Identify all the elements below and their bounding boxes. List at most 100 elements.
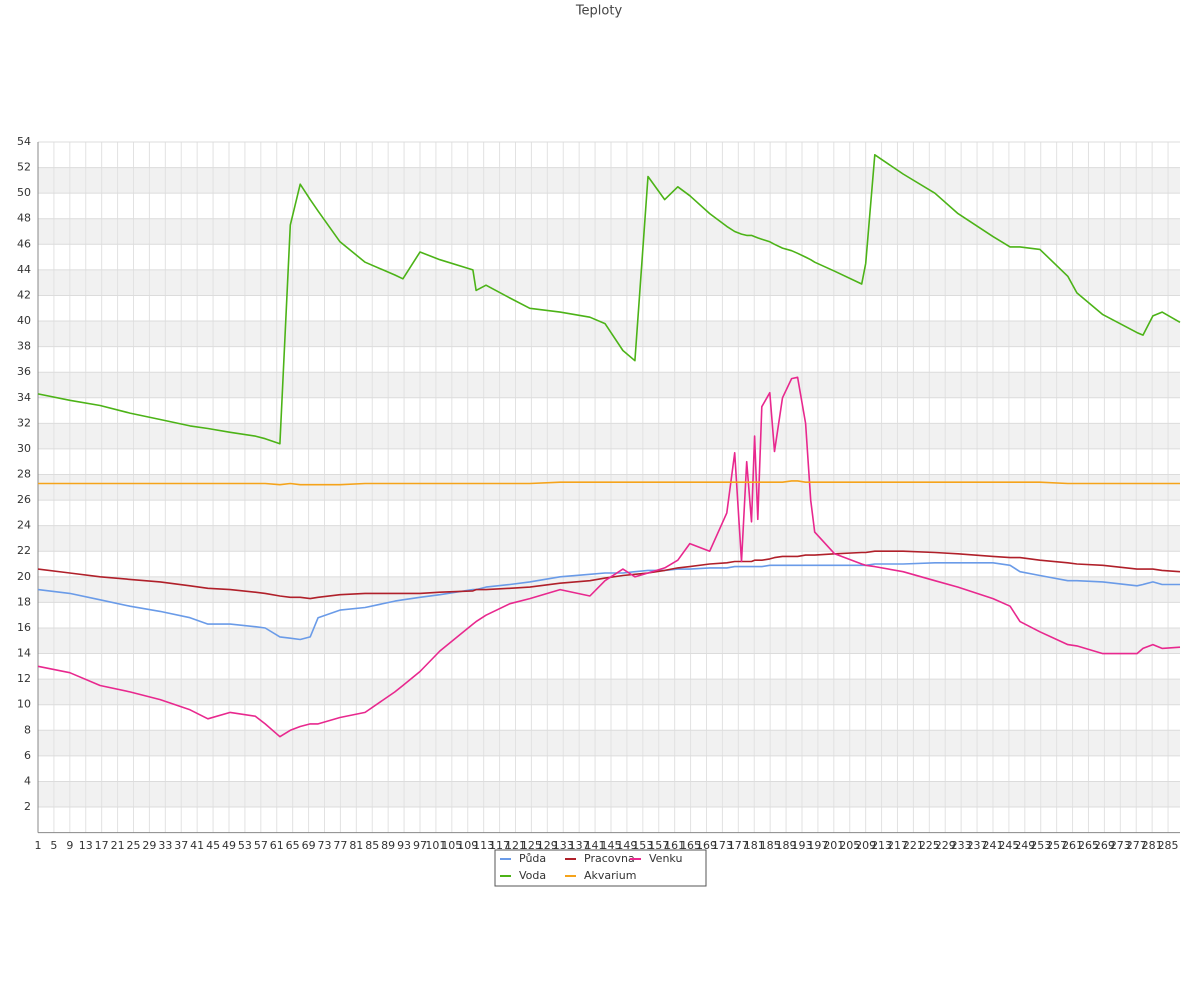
y-tick-label: 52 xyxy=(17,161,31,174)
legend: Půda Pracovna Venku Voda Akvarium xyxy=(494,849,707,887)
series-line xyxy=(37,550,1181,600)
y-tick-label: 36 xyxy=(17,365,31,378)
x-tick-label: 265 xyxy=(1078,839,1099,852)
x-tick-label: 121 xyxy=(505,839,526,852)
y-tick-label: 20 xyxy=(17,570,31,583)
y-tick-label: 14 xyxy=(17,647,31,660)
grid-band xyxy=(38,730,1180,756)
x-tick-label: 169 xyxy=(696,839,717,852)
y-tick-label: 34 xyxy=(17,391,31,404)
x-tick-label: 85 xyxy=(365,839,379,852)
x-tick-label: 133 xyxy=(553,839,574,852)
legend-label: Voda xyxy=(519,869,546,882)
legend-label: Půda xyxy=(519,852,546,865)
x-tick-label: 113 xyxy=(473,839,494,852)
x-tick-label: 105 xyxy=(441,839,462,852)
y-tick-label: 24 xyxy=(17,519,31,532)
x-tick-label: 129 xyxy=(537,839,558,852)
y-tick-label: 6 xyxy=(24,749,31,762)
grid-band xyxy=(38,781,1180,808)
grid-band xyxy=(38,474,1180,501)
y-tick-label: 38 xyxy=(17,340,31,353)
x-tick-label: 77 xyxy=(333,839,347,852)
y-tick-label: 18 xyxy=(17,595,31,608)
grid-band xyxy=(38,423,1180,449)
y-tick-label: 28 xyxy=(17,468,31,481)
legend-label: Akvarium xyxy=(584,869,636,882)
y-tick-label: 4 xyxy=(24,774,31,787)
x-tick-label: 149 xyxy=(616,839,637,852)
x-tick-label: 241 xyxy=(982,839,1003,852)
x-tick-label: 229 xyxy=(935,839,956,852)
x-tick-label: 21 xyxy=(111,839,125,852)
x-tick-label: 1 xyxy=(35,839,42,852)
x-tick-label: 225 xyxy=(919,839,940,852)
x-tick-label: 33 xyxy=(158,839,172,852)
x-tick-label: 109 xyxy=(457,839,478,852)
x-tick-label: 49 xyxy=(222,839,236,852)
y-tick-label: 40 xyxy=(17,314,31,327)
x-tick-label: 73 xyxy=(317,839,331,852)
x-tick-label: 41 xyxy=(190,839,204,852)
x-tick-label: 269 xyxy=(1094,839,1115,852)
x-tick-label: 221 xyxy=(903,839,924,852)
y-tick-label: 42 xyxy=(17,288,31,301)
x-tick-label: 213 xyxy=(871,839,892,852)
x-tick-label: 285 xyxy=(1158,839,1179,852)
x-tick-label: 197 xyxy=(807,839,828,852)
x-tick-label: 185 xyxy=(760,839,781,852)
y-tick-label: 48 xyxy=(17,212,31,225)
y-tick-label: 22 xyxy=(17,544,31,557)
series-line xyxy=(37,376,1181,738)
x-tick-label: 181 xyxy=(744,839,765,852)
y-tick-label: 44 xyxy=(17,263,31,276)
grid-band xyxy=(38,679,1180,705)
x-tick-label: 45 xyxy=(206,839,220,852)
x-tick-label: 173 xyxy=(712,839,733,852)
y-tick-label: 46 xyxy=(17,237,31,250)
y-tick-label: 12 xyxy=(17,672,31,685)
x-tick-label: 61 xyxy=(270,839,284,852)
x-tick-label: 125 xyxy=(521,839,542,852)
x-tick-label: 249 xyxy=(1014,839,1035,852)
legend-box xyxy=(494,849,707,887)
x-tick-label: 141 xyxy=(585,839,606,852)
grid-band xyxy=(38,269,1180,296)
x-tick-label: 93 xyxy=(397,839,411,852)
series-line xyxy=(38,480,1180,486)
x-tick-label: 5 xyxy=(50,839,57,852)
x-tick-label: 13 xyxy=(79,839,93,852)
y-tick-label: 2 xyxy=(24,800,31,813)
x-tick-label: 81 xyxy=(349,839,363,852)
legend-label: Pracovna xyxy=(584,852,635,865)
x-tick-label: 253 xyxy=(1030,839,1051,852)
x-tick-label: 17 xyxy=(95,839,109,852)
x-tick-label: 137 xyxy=(569,839,590,852)
x-tick-label: 177 xyxy=(728,839,749,852)
x-tick-label: 153 xyxy=(632,839,653,852)
y-tick-label: 16 xyxy=(17,621,31,634)
x-tick-label: 201 xyxy=(823,839,844,852)
x-tick-label: 165 xyxy=(680,839,701,852)
x-tick-label: 65 xyxy=(286,839,300,852)
x-tick-label: 257 xyxy=(1046,839,1067,852)
x-tick-label: 89 xyxy=(381,839,395,852)
x-tick-label: 261 xyxy=(1062,839,1083,852)
series-line xyxy=(37,154,1181,445)
y-tick-label: 30 xyxy=(17,442,31,455)
y-tick-label: 50 xyxy=(17,186,31,199)
legend-label: Venku xyxy=(649,852,682,865)
x-tick-label: 161 xyxy=(664,839,685,852)
x-tick-label: 97 xyxy=(413,839,427,852)
grid-band xyxy=(38,372,1180,398)
grid-band xyxy=(38,525,1180,552)
grid-band xyxy=(38,321,1180,347)
y-tick-label: 10 xyxy=(17,698,31,711)
x-tick-label: 205 xyxy=(839,839,860,852)
x-tick-label: 277 xyxy=(1126,839,1147,852)
x-tick-label: 145 xyxy=(600,839,621,852)
chart-title: Teploty xyxy=(575,4,623,19)
x-tick-label: 237 xyxy=(967,839,988,852)
x-tick-label: 209 xyxy=(855,839,876,852)
